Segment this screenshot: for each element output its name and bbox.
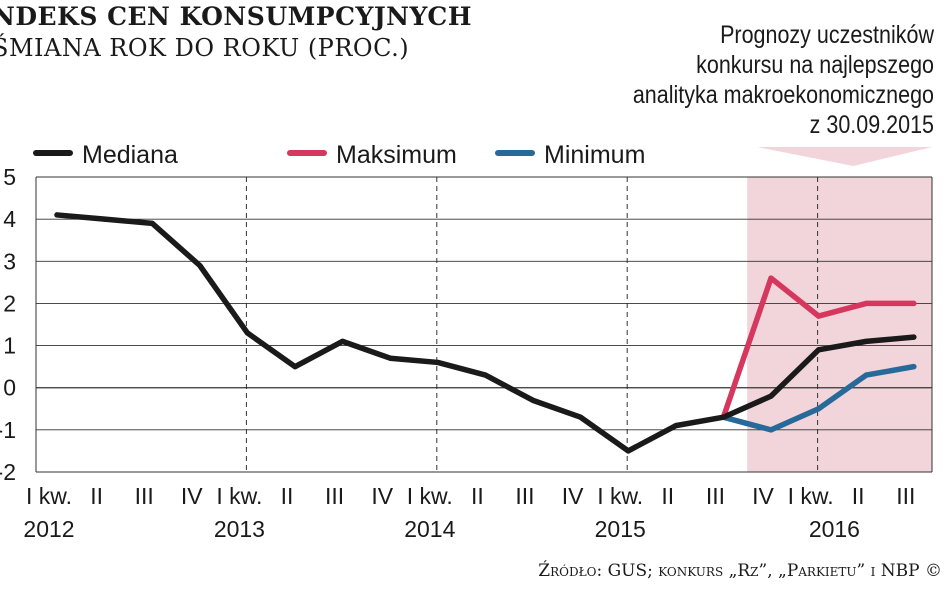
data-point (816, 313, 822, 319)
x-tick-label: I kw. (788, 483, 834, 509)
x-tick-label: II (281, 483, 294, 509)
y-tick-label: 1 (3, 333, 16, 359)
axis-layer (35, 177, 933, 472)
forecast-note-line: analityka makroekonomicznego (632, 81, 934, 109)
y-tick-label: 2 (3, 290, 16, 316)
x-tick-label: I kw. (407, 483, 453, 509)
y-tick-label: 4 (3, 206, 16, 232)
x-tick-label: IV (752, 483, 774, 509)
x-tick-label: III (706, 483, 725, 509)
forecast-note-line: Prognozy uczestników (720, 21, 934, 49)
y-tick-label: 5 (3, 164, 16, 190)
data-point (911, 364, 917, 370)
forecast-note: Prognozy uczestników konkursu na najleps… (573, 20, 934, 140)
x-tick-label: I kw. (216, 483, 262, 509)
year-label: 2012 (23, 516, 74, 542)
x-tick-label: II (852, 483, 865, 509)
source-note: Źródło: GUS; konkurs „Rz”, „Parkietu” i … (538, 561, 942, 581)
legend: Mediana Maksimum Minimum (33, 141, 645, 169)
data-point (911, 300, 917, 307)
x-tick-label: III (515, 483, 534, 509)
x-tick-label: III (325, 483, 344, 509)
x-tick-label: IV (562, 483, 584, 509)
y-tick-label: -2 (0, 459, 16, 485)
series-layer (54, 212, 917, 454)
y-tick-label: 3 (3, 248, 16, 274)
x-tick-label: II (90, 483, 103, 509)
forecast-band (747, 177, 932, 472)
x-tick-label: IV (181, 483, 203, 509)
x-tick-label: I kw. (26, 483, 72, 509)
chart-title: NDEKS CEN KONSUMPCYJNYCH (0, 2, 472, 31)
x-tick-label: I kw. (597, 483, 643, 509)
year-label: 2014 (404, 516, 455, 542)
year-label: 2016 (809, 516, 860, 542)
x-tick-label: II (661, 483, 674, 509)
forecast-arrow (757, 147, 932, 166)
x-tick-label: IV (371, 483, 393, 509)
legend-label: Minimum (544, 141, 645, 169)
year-label: 2015 (595, 516, 646, 542)
x-tick-label: III (896, 483, 915, 509)
forecast-band-layer (747, 147, 932, 472)
legend-label: Mediana (82, 141, 178, 169)
data-point (863, 300, 869, 307)
legend-label: Maksimum (336, 141, 457, 169)
data-point (816, 406, 822, 412)
data-point (768, 275, 774, 281)
x-tick-label: III (135, 483, 154, 509)
chart-subtitle: ŚMIANA ROK DO ROKU (PROC.) (0, 34, 410, 62)
x-tick-label: II (471, 483, 484, 509)
data-point (863, 372, 869, 378)
y-tick-label: -1 (0, 417, 16, 443)
forecast-note-line: z 30.09.2015 (809, 111, 934, 139)
grid-layer (36, 176, 932, 473)
year-label: 2013 (214, 516, 265, 542)
data-point (768, 427, 774, 433)
forecast-note-line: konkursu na najlepszego (696, 51, 934, 79)
y-tick-label: 0 (3, 375, 16, 401)
series-line-mediana (54, 212, 917, 454)
